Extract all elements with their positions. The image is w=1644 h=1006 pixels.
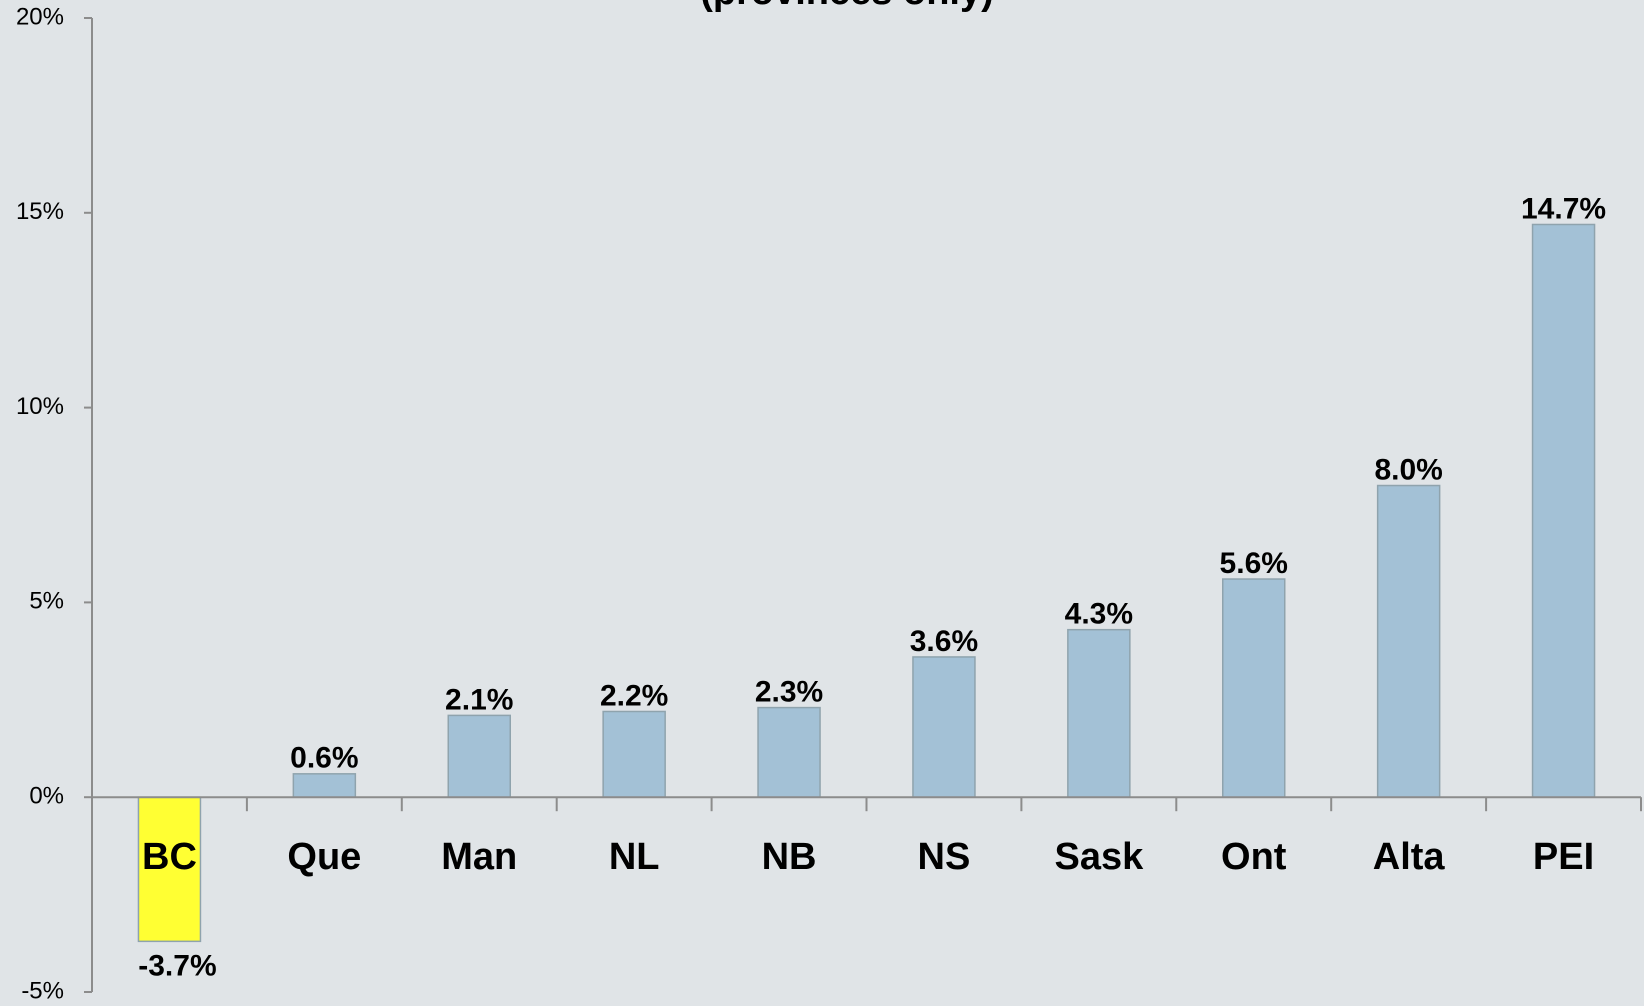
value-label: 2.3%: [755, 676, 823, 709]
bar: [1067, 628, 1131, 798]
x-tick-label: Alta: [1373, 836, 1446, 878]
y-tick-label: 10%: [16, 393, 64, 420]
x-tick-label: Ont: [1221, 836, 1287, 878]
bar: [1376, 484, 1441, 798]
value-label: 8.0%: [1374, 453, 1442, 486]
y-tick-label: 0%: [29, 783, 64, 810]
value-label: 2.1%: [445, 683, 513, 716]
value-label: 5.6%: [1220, 547, 1288, 580]
x-tick-label: PEI: [1533, 836, 1594, 878]
bar: [1531, 223, 1596, 798]
bar: [602, 710, 666, 798]
x-tick-label: BC: [142, 836, 197, 878]
bar: [757, 706, 821, 798]
bar: [137, 796, 202, 943]
y-tick-label: 20%: [16, 3, 64, 30]
value-label: -3.7%: [138, 949, 216, 982]
value-label: 3.6%: [910, 625, 978, 658]
x-tick-label: NL: [609, 836, 660, 878]
bar: [912, 656, 976, 798]
x-tick-label: Sask: [1054, 836, 1144, 878]
bar: [1222, 578, 1286, 798]
y-tick-label: 15%: [16, 198, 64, 225]
chart-title: (provinces only): [700, 0, 994, 13]
x-tick-label: NB: [762, 836, 817, 878]
value-label: 14.7%: [1521, 192, 1606, 225]
bar: [447, 714, 511, 798]
value-label: 4.3%: [1065, 598, 1133, 631]
bar: [292, 773, 357, 798]
x-tick-label: Que: [287, 836, 361, 878]
value-label: 0.6%: [290, 742, 358, 775]
x-tick-label: NS: [918, 836, 971, 878]
x-tick-label: Man: [441, 836, 517, 878]
y-tick-label: 5%: [29, 588, 64, 615]
y-tick-label: -5%: [21, 977, 64, 1004]
value-label: 2.2%: [600, 679, 668, 712]
